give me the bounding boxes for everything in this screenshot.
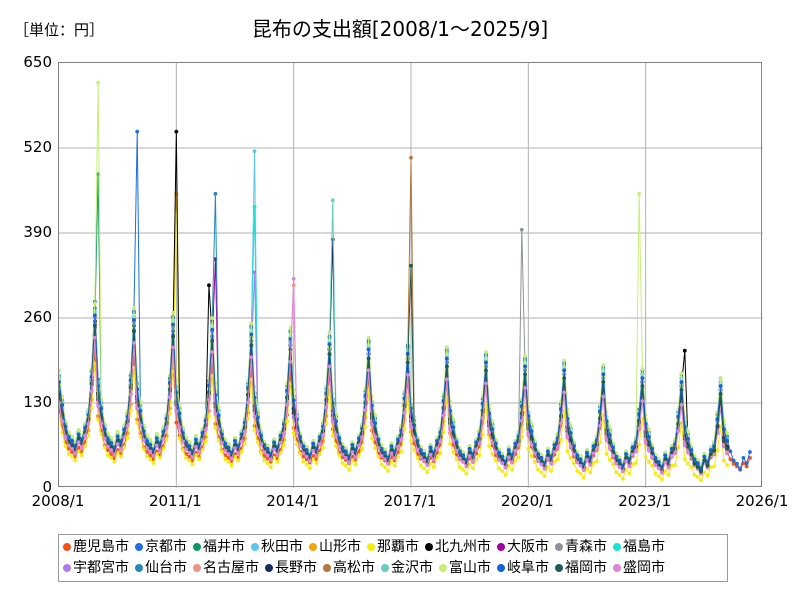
series-北九州市 xyxy=(59,129,730,473)
legend-row-2: 宇都宮市 仙台市 名古屋市 長野市 高松市 金沢市 富山市 岐阜市 福岡市 盛岡市 xyxy=(63,558,725,578)
legend-item-label: 福井市 xyxy=(203,539,245,555)
legend-item-label: 高松市 xyxy=(333,560,375,576)
legend-item[interactable]: 京都市 xyxy=(135,540,187,554)
legend-marker-icon xyxy=(265,564,273,572)
y-axis-tick: 0 xyxy=(42,478,52,496)
legend-item[interactable]: 高松市 xyxy=(323,561,375,575)
legend-item-label: 長野市 xyxy=(275,560,317,576)
legend-row-1: 鹿児島市 京都市 福井市 秋田市 山形市 那覇市 北九州市 大阪市 青森市 福島市 xyxy=(63,537,725,557)
legend-item-label: 福岡市 xyxy=(565,560,607,576)
unit-label: ［単位：円］ xyxy=(14,21,105,39)
legend-item[interactable]: 富山市 xyxy=(439,561,491,575)
legend-item[interactable]: 宇都宮市 xyxy=(63,561,129,575)
legend-item-label: 福島市 xyxy=(623,539,665,555)
legend-item-label: 那覇市 xyxy=(377,539,419,555)
legend-item-label: 岐阜市 xyxy=(507,560,549,576)
legend-item[interactable]: 盛岡市 xyxy=(613,561,665,575)
legend-marker-icon xyxy=(613,564,621,572)
legend-item[interactable]: 北九州市 xyxy=(425,540,491,554)
y-axis: 0 130 260 390 520 650 xyxy=(0,0,52,600)
y-axis-tick: 650 xyxy=(23,53,52,71)
legend-item-label: 名古屋市 xyxy=(203,560,259,576)
series-秋田市 xyxy=(59,149,730,471)
legend-item[interactable]: 金沢市 xyxy=(381,561,433,575)
y-axis-tick: 390 xyxy=(23,223,52,241)
series-福井市 xyxy=(59,172,730,473)
legend-marker-icon xyxy=(425,543,433,551)
x-axis-tick: 2020/1 xyxy=(500,492,554,510)
chart-title: 昆布の支出額[2008/1〜2025/9] xyxy=(251,17,549,41)
legend-marker-icon xyxy=(497,564,505,572)
legend-item-label: 秋田市 xyxy=(261,539,303,555)
y-axis-tick: 130 xyxy=(23,393,52,411)
legend-marker-icon xyxy=(613,543,621,551)
legend-item[interactable]: 福井市 xyxy=(193,540,245,554)
series-長野市 xyxy=(59,237,730,473)
x-axis-tick: 2017/1 xyxy=(383,492,437,510)
legend-item-label: 仙台市 xyxy=(145,560,187,576)
series-富山市 xyxy=(59,80,730,468)
legend-item-label: 金沢市 xyxy=(391,560,433,576)
series-山形市 xyxy=(59,191,730,475)
legend-marker-icon xyxy=(63,543,71,551)
legend-item-label: 鹿児島市 xyxy=(73,539,129,555)
series-lines xyxy=(59,80,752,483)
legend-marker-icon xyxy=(367,543,375,551)
plot-area xyxy=(58,62,763,488)
series-金沢市 xyxy=(59,198,730,469)
legend-item[interactable]: 山形市 xyxy=(309,540,361,554)
legend-marker-icon xyxy=(439,564,447,572)
legend-item[interactable]: 鹿児島市 xyxy=(63,540,129,554)
legend-item-label: 富山市 xyxy=(449,560,491,576)
legend-marker-icon xyxy=(63,564,71,572)
legend-item[interactable]: 大阪市 xyxy=(497,540,549,554)
legend-marker-icon xyxy=(135,564,143,572)
legend-item-label: 盛岡市 xyxy=(623,560,665,576)
series-福島市 xyxy=(59,204,730,470)
y-axis-tick: 260 xyxy=(23,308,52,326)
legend-item[interactable]: 仙台市 xyxy=(135,561,187,575)
legend-item-label: 青森市 xyxy=(565,539,607,555)
x-axis-tick: 2008/1 xyxy=(31,492,85,510)
x-axis-tick: 2014/1 xyxy=(266,492,320,510)
legend-marker-icon xyxy=(555,564,563,572)
legend-item[interactable]: 青森市 xyxy=(555,540,607,554)
legend-item[interactable]: 名古屋市 xyxy=(193,561,259,575)
legend-item[interactable]: 長野市 xyxy=(265,561,317,575)
legend-marker-icon xyxy=(323,564,331,572)
series-青森市 xyxy=(59,227,730,471)
series-高松市 xyxy=(59,155,730,471)
legend: 鹿児島市 京都市 福井市 秋田市 山形市 那覇市 北九州市 大阪市 青森市 福島市 宇都宮市 仙台市… xyxy=(58,534,728,582)
legend-item[interactable]: 那覇市 xyxy=(367,540,419,554)
legend-item-label: 京都市 xyxy=(145,539,187,555)
legend-item[interactable]: 岐阜市 xyxy=(497,561,549,575)
legend-item[interactable]: 福島市 xyxy=(613,540,665,554)
legend-marker-icon xyxy=(555,543,563,551)
series-canvas xyxy=(59,63,763,488)
series-那覇市 xyxy=(59,211,730,483)
legend-item[interactable]: 秋田市 xyxy=(251,540,303,554)
legend-marker-icon xyxy=(309,543,317,551)
legend-marker-icon xyxy=(251,543,259,551)
x-axis-tick: 2023/1 xyxy=(618,492,672,510)
legend-item-label: 山形市 xyxy=(319,539,361,555)
x-axis-tick: 2011/1 xyxy=(148,492,202,510)
legend-marker-icon xyxy=(193,564,201,572)
legend-marker-icon xyxy=(381,564,389,572)
legend-marker-icon xyxy=(193,543,201,551)
legend-item-label: 北九州市 xyxy=(435,539,491,555)
legend-marker-icon xyxy=(497,543,505,551)
series-盛岡市 xyxy=(59,276,690,475)
legend-item-label: 宇都宮市 xyxy=(73,560,129,576)
legend-item-label: 大阪市 xyxy=(507,539,549,555)
x-axis-tick: 2026/1 xyxy=(735,492,789,510)
y-axis-tick: 520 xyxy=(23,138,52,156)
legend-marker-icon xyxy=(135,543,143,551)
legend-item[interactable]: 福岡市 xyxy=(555,561,607,575)
